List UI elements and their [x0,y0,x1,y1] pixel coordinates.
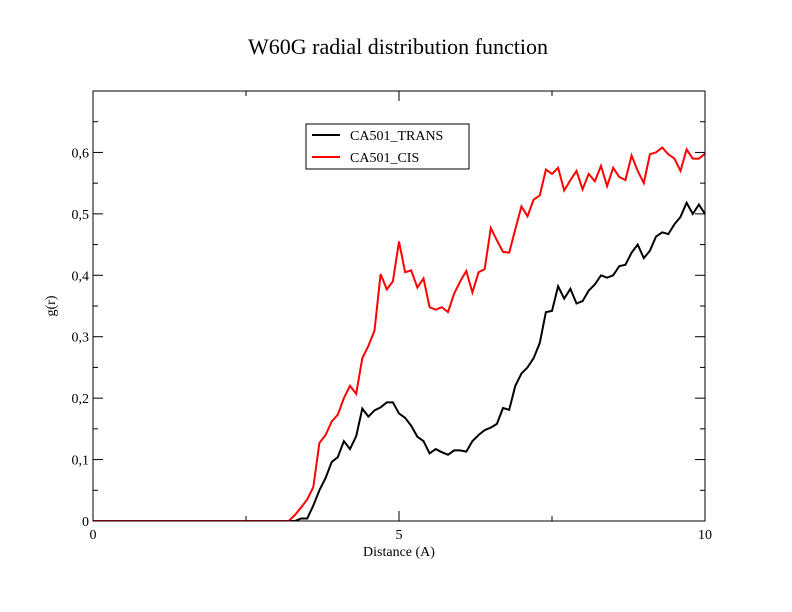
y-tick-label: 0,2 [72,392,90,407]
legend-label-trans: CA501_TRANS [350,129,443,144]
legend: CA501_TRANS CA501_CIS [305,123,470,170]
x-axis-label: Distance (A) [363,545,435,560]
series-line-ca501-cis [93,146,705,521]
y-tick-label: 0,3 [72,331,90,346]
y-tick-label: 0 [82,515,89,530]
y-tick-label: 0,5 [72,208,90,223]
y-axis-label: g(r) [44,295,59,316]
y-tick-label: 0,1 [72,454,90,469]
y-tick-label: 0,6 [72,146,90,161]
ticks-layer: 0 5 10 0 0,1 0,2 0,3 0,4 0,5 0,6 [72,91,712,543]
chart-title: W60G radial distribution function [248,34,548,59]
legend-label-cis: CA501_CIS [350,151,419,166]
series-layer [93,146,705,521]
legend-box [305,123,470,170]
x-tick-label: 10 [698,528,712,543]
y-tick-label: 0,4 [72,269,90,284]
x-tick-label: 0 [90,528,97,543]
x-tick-label: 5 [396,528,403,543]
series-line-ca501-trans [93,200,705,521]
